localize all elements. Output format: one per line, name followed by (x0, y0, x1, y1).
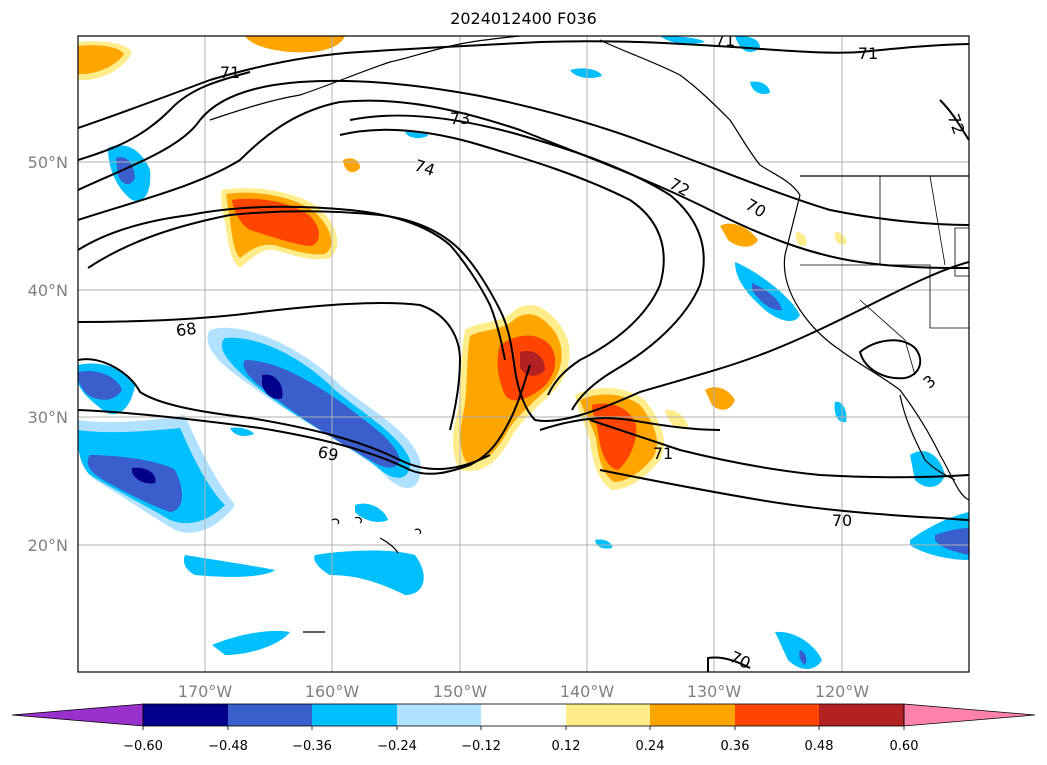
lat-label-40n: 40°N (28, 281, 68, 300)
shade-blue-region-south-2 (314, 550, 424, 595)
shade-blue-region-south-4 (212, 630, 290, 655)
shade-blue-small-1 (570, 68, 602, 78)
contour-labels: 71 71 71 73 74 72 70 72 68 69 71 70 70 3 (175, 31, 969, 672)
lon-label-150w: 150°W (433, 682, 488, 701)
shade-navy-core-1 (262, 374, 283, 400)
colorbar-tick-label-2: −0.48 (208, 739, 248, 754)
colorbar-bin-1 (143, 704, 228, 726)
lon-label-160w: 160°W (305, 682, 360, 701)
colorbar-bin-5 (481, 704, 566, 726)
colorbar-tick-label-4: −0.24 (377, 739, 417, 754)
shade-warm-central-4 (520, 350, 545, 376)
colorbar-bin-4 (397, 704, 481, 726)
shade-blue-region-south-3 (355, 503, 388, 523)
colorbar-tick-label-9: 0.48 (805, 739, 834, 754)
shade-warm-small-2 (665, 409, 688, 430)
colorbar-tick-label-1: −0.60 (123, 739, 163, 754)
shade-warm-small-4 (795, 232, 807, 246)
colorbar-bin-8 (735, 704, 819, 726)
lat-label-30n: 30°N (28, 408, 68, 427)
shade-blue-region-south-5-core (799, 650, 807, 665)
shade-blue-region-south-5 (775, 631, 822, 669)
colorbar-tick-label-10: 0.60 (890, 739, 919, 754)
shade-warm-small-5 (834, 232, 847, 245)
colorbar-bin-2 (228, 704, 312, 726)
contour-label-70-b: 70 (832, 511, 852, 530)
colorbar-extend-high (903, 703, 1036, 727)
shade-blue-region-south-1 (183, 555, 275, 577)
colorbar-bin-3 (312, 704, 397, 726)
lon-label-130w: 130°W (687, 682, 742, 701)
contour-label-71-c: 71 (858, 44, 878, 63)
shade-warm-coast-1 (720, 223, 758, 247)
contour-label-73: 73 (450, 109, 470, 128)
height-contours (78, 40, 969, 672)
colorbar-tick-label-7: 0.24 (636, 739, 665, 754)
shade-blue-region-se-1-core (935, 528, 969, 555)
colorbar-bin-6 (566, 704, 650, 726)
colorbar-tick-marks (142, 726, 905, 730)
shade-blue-region-far-west-core (87, 455, 182, 512)
contour-label-71-b: 71 (715, 31, 735, 50)
map-title: 2024012400 F036 (450, 9, 597, 28)
lat-label-20n: 20°N (28, 536, 68, 555)
colorbar-bin-9 (819, 704, 904, 726)
shade-blue-small-7 (660, 36, 705, 44)
contour-label-69: 69 (316, 442, 340, 465)
colorbar-tick-label-3: −0.36 (292, 739, 332, 754)
lat-label-50n: 50°N (28, 153, 68, 172)
shade-navy-core-2 (132, 467, 156, 484)
colorbar-tick-label-6: 0.12 (552, 739, 581, 754)
colorbar: −0.60 −0.48 −0.36 −0.24 −0.12 0.12 0.24 … (11, 703, 1036, 754)
shade-warm-north-2 (245, 36, 345, 53)
map-panel: 71 71 71 73 74 72 70 72 68 69 71 70 70 3 (77, 31, 970, 673)
coastlines (209, 36, 969, 633)
shade-blue-region-nw-core (78, 371, 122, 400)
colorbar-tick-label-5: −0.12 (461, 739, 501, 754)
shade-blue-region-west-central-core (243, 360, 400, 468)
shade-blue-small-2 (750, 81, 770, 94)
negative-shading (78, 36, 969, 669)
shade-warm-small-1 (705, 387, 735, 410)
shade-blue-region-north-1-core (116, 157, 135, 185)
shade-blue-small-5 (230, 427, 254, 436)
longitude-labels: 170°W 160°W 150°W 140°W 130°W 120°W (178, 682, 870, 701)
shade-blue-small-6 (595, 539, 613, 549)
latitude-labels: 50°N 40°N 30°N 20°N (28, 153, 68, 555)
colorbar-bin-7 (650, 704, 735, 726)
colorbar-extend-low (11, 703, 144, 727)
map-frame (77, 35, 970, 673)
shade-blue-region-coast-1 (735, 262, 800, 322)
lon-label-140w: 140°W (560, 682, 615, 701)
contour-label-71-a: 71 (220, 63, 240, 82)
lon-label-170w: 170°W (178, 682, 233, 701)
lon-label-120w: 120°W (815, 682, 870, 701)
contour-label-71-d: 71 (653, 444, 673, 463)
contour-label-68: 68 (175, 319, 198, 341)
shade-warm-north-1-inner (78, 45, 124, 74)
colorbar-frame (142, 703, 905, 727)
colorbar-tick-label-8: 0.36 (721, 739, 750, 754)
